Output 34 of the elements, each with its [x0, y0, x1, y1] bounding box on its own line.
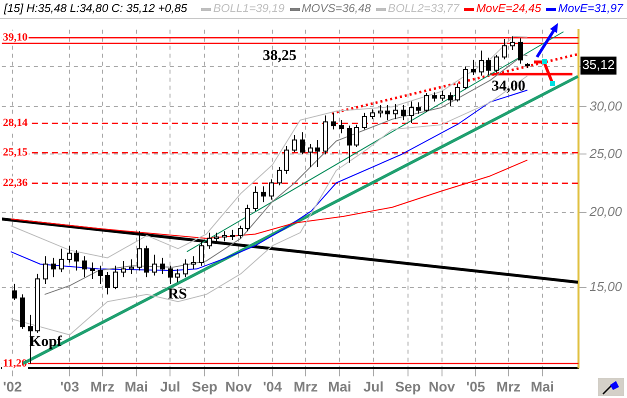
ref-line-label: 28,14 — [2, 117, 28, 130]
legend-label: MovE=31,97 — [558, 3, 623, 15]
x-tick-label: Jul — [160, 378, 180, 394]
legend-label: MovE=24,45 — [476, 3, 542, 15]
annotation: 38,25 — [262, 48, 297, 64]
x-tick-label: '02 — [3, 378, 22, 394]
annotation: RS — [168, 286, 188, 303]
x-tick-label: '04 — [262, 378, 282, 394]
chart-title: [15] H:35,48 L:34,80 C: 35,12 +0,85 — [4, 3, 188, 15]
x-tick-label: Nov — [428, 378, 456, 394]
x-tick-label: Mrz — [294, 378, 318, 394]
y-tick-label: 25,00 — [588, 146, 623, 161]
x-tick-label: Mrz — [90, 378, 114, 394]
x-tick-label: Nov — [225, 378, 252, 394]
x-tick-label: '03 — [60, 378, 80, 394]
x-tick-label: Jul — [363, 378, 384, 394]
ref-line-label: 22,36 — [2, 177, 28, 190]
annotation: 35,12 — [582, 57, 615, 72]
y-tick-label: 20,00 — [588, 204, 623, 220]
y-tick-label: 15,00 — [589, 278, 623, 294]
x-tick-label: Sep — [192, 378, 218, 394]
y-tick-label: 30,00 — [589, 98, 623, 114]
x-tick-label: Sep — [395, 378, 421, 394]
annotation: 34,00 — [492, 78, 526, 94]
ref-line-label: 25,15 — [2, 146, 28, 159]
x-tick-label: Mrz — [496, 378, 521, 394]
x-tick-label: Mai — [124, 378, 148, 394]
ref-line-label: 39,10 — [2, 32, 28, 44]
x-tick-label: Mai — [530, 378, 554, 394]
legend-label: BOLL1=39,19 — [213, 3, 285, 15]
legend-label: MOVS=36,48 — [302, 3, 371, 15]
legend-label: BOLL2=33,77 — [388, 3, 460, 15]
x-tick-label: '05 — [466, 378, 486, 394]
x-tick-label: Mai — [328, 378, 352, 394]
